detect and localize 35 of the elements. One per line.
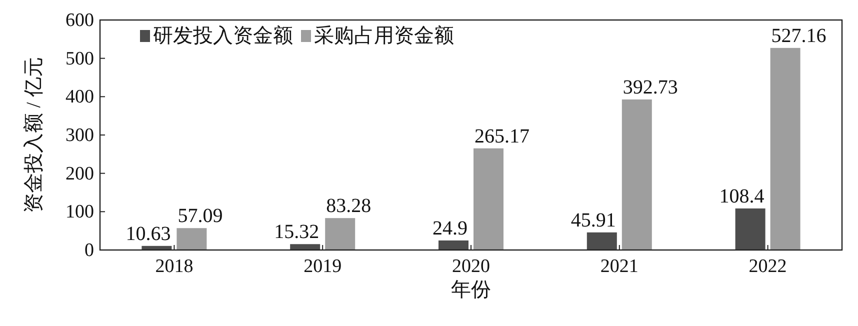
x-tick-label: 2020 — [452, 256, 490, 277]
bar — [290, 244, 320, 250]
data-label: 45.91 — [570, 209, 616, 232]
data-label: 83.28 — [326, 195, 372, 218]
y-tick-label: 500 — [66, 48, 94, 70]
x-tick-label: 2022 — [748, 256, 787, 277]
y-tick-label: 600 — [66, 10, 94, 31]
data-label: 108.4 — [719, 185, 764, 208]
x-tick-label: 2021 — [600, 256, 638, 277]
legend-label: 采购占用资金额 — [314, 25, 454, 47]
data-label: 24.9 — [432, 217, 468, 240]
bar — [474, 148, 504, 250]
data-label: 392.73 — [622, 76, 678, 98]
bar — [438, 240, 468, 250]
bar — [176, 228, 207, 250]
legend-label: 研发投入资金额 — [153, 25, 293, 47]
data-label: 57.09 — [178, 205, 223, 228]
bar — [586, 232, 617, 250]
data-label: 10.63 — [126, 222, 171, 245]
x-tick-label: 2018 — [155, 256, 194, 277]
x-axis-title: 年份 — [451, 279, 491, 301]
y-tick-label: 400 — [66, 86, 94, 108]
y-tick-label: 300 — [66, 125, 94, 146]
y-tick-label: 0 — [84, 240, 94, 261]
bar — [770, 48, 800, 250]
y-tick-label: 100 — [66, 202, 94, 223]
data-label: 265.17 — [474, 125, 530, 148]
y-axis-title: 资金投入额 / 亿元 — [23, 57, 45, 213]
bar — [622, 99, 652, 250]
x-tick-label: 2019 — [304, 256, 342, 277]
bar — [735, 208, 766, 250]
y-tick-label: 200 — [66, 163, 94, 184]
data-label: 527.16 — [771, 24, 826, 47]
data-label: 15.32 — [274, 221, 320, 244]
bar — [325, 218, 356, 250]
